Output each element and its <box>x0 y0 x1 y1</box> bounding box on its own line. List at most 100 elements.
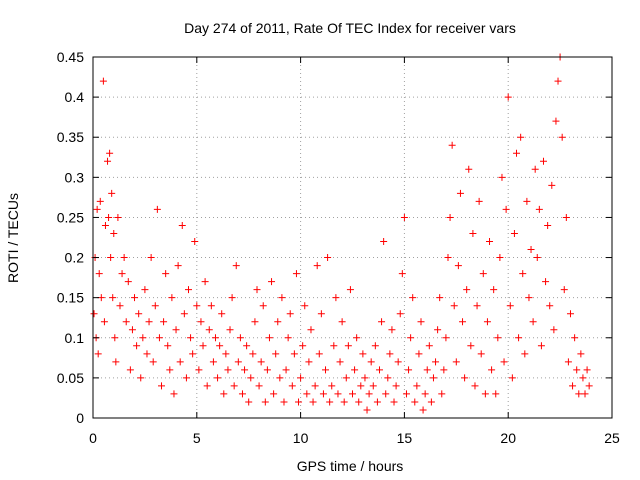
data-point <box>209 358 217 366</box>
data-point <box>353 334 361 342</box>
data-point <box>145 318 153 326</box>
data-point <box>99 77 107 85</box>
data-point <box>170 390 178 398</box>
data-point <box>400 213 408 221</box>
data-point <box>577 350 585 358</box>
data-point <box>429 374 437 382</box>
data-point <box>139 334 147 342</box>
data-point <box>176 358 184 366</box>
data-point <box>104 157 112 165</box>
data-point <box>126 366 134 374</box>
data-point <box>579 374 587 382</box>
data-point <box>151 302 159 310</box>
data-point <box>419 406 427 414</box>
data-point <box>230 382 238 390</box>
data-point <box>155 334 163 342</box>
data-point <box>301 302 309 310</box>
data-point <box>149 358 157 366</box>
data-point <box>307 326 315 334</box>
data-point <box>218 310 226 318</box>
data-point <box>280 398 288 406</box>
data-point <box>463 286 471 294</box>
data-point <box>265 334 273 342</box>
data-point <box>359 350 367 358</box>
data-point <box>180 310 188 318</box>
data-point <box>168 294 176 302</box>
data-point <box>93 205 101 213</box>
data-point <box>90 310 98 318</box>
data-point <box>172 326 180 334</box>
data-point <box>120 254 128 262</box>
data-point <box>118 270 126 278</box>
data-point <box>467 342 475 350</box>
data-point <box>405 366 413 374</box>
data-point <box>116 302 124 310</box>
data-point <box>537 342 545 350</box>
data-point <box>317 310 325 318</box>
data-point <box>261 398 269 406</box>
y-tick-label: 0 <box>76 410 84 426</box>
data-point <box>531 165 539 173</box>
data-point <box>187 334 195 342</box>
data-point <box>369 382 377 390</box>
data-point <box>373 398 381 406</box>
data-point <box>456 189 464 197</box>
data-point <box>496 254 504 262</box>
data-point <box>195 366 203 374</box>
data-point <box>519 270 527 278</box>
data-point <box>398 270 406 278</box>
data-point <box>546 302 554 310</box>
data-point <box>286 310 294 318</box>
data-point <box>494 334 502 342</box>
data-point <box>328 382 336 390</box>
data-point <box>324 254 332 262</box>
data-point <box>573 366 581 374</box>
data-point <box>473 302 481 310</box>
data-point <box>539 157 547 165</box>
x-tick-label: 5 <box>193 430 201 446</box>
data-point <box>523 197 531 205</box>
data-point <box>355 398 363 406</box>
data-point <box>305 358 313 366</box>
data-point <box>361 374 369 382</box>
data-point <box>413 382 421 390</box>
data-point <box>292 270 300 278</box>
data-point <box>525 294 533 302</box>
data-point <box>110 229 118 237</box>
data-point <box>96 197 104 205</box>
data-point <box>330 342 338 350</box>
data-point <box>479 270 487 278</box>
data-point <box>236 334 244 342</box>
data-points <box>90 53 593 414</box>
data-point <box>411 398 419 406</box>
data-point <box>548 181 556 189</box>
data-point <box>166 366 174 374</box>
data-point <box>272 350 280 358</box>
data-point <box>529 318 537 326</box>
data-point <box>241 366 249 374</box>
axes: 0 0.05 0.1 0.15 0.2 0.25 0.3 0.35 0.4 0.45 0 5 10 15 2… <box>57 49 620 446</box>
data-point <box>446 213 454 221</box>
data-point <box>207 302 215 310</box>
data-point <box>313 262 321 270</box>
data-point <box>338 318 346 326</box>
data-point <box>107 254 115 262</box>
data-point <box>147 254 155 262</box>
data-point <box>378 318 386 326</box>
data-point <box>508 374 516 382</box>
data-point <box>488 366 496 374</box>
data-point <box>193 302 201 310</box>
data-point <box>407 334 415 342</box>
data-point <box>191 238 199 246</box>
x-tick-label: 25 <box>604 430 620 446</box>
data-point <box>392 382 400 390</box>
y-tick-label: 0.45 <box>57 49 84 65</box>
data-point <box>427 398 435 406</box>
data-point <box>562 213 570 221</box>
data-point <box>322 366 330 374</box>
data-point <box>303 390 311 398</box>
data-point <box>128 326 136 334</box>
data-point <box>513 149 521 157</box>
data-point <box>558 133 566 141</box>
